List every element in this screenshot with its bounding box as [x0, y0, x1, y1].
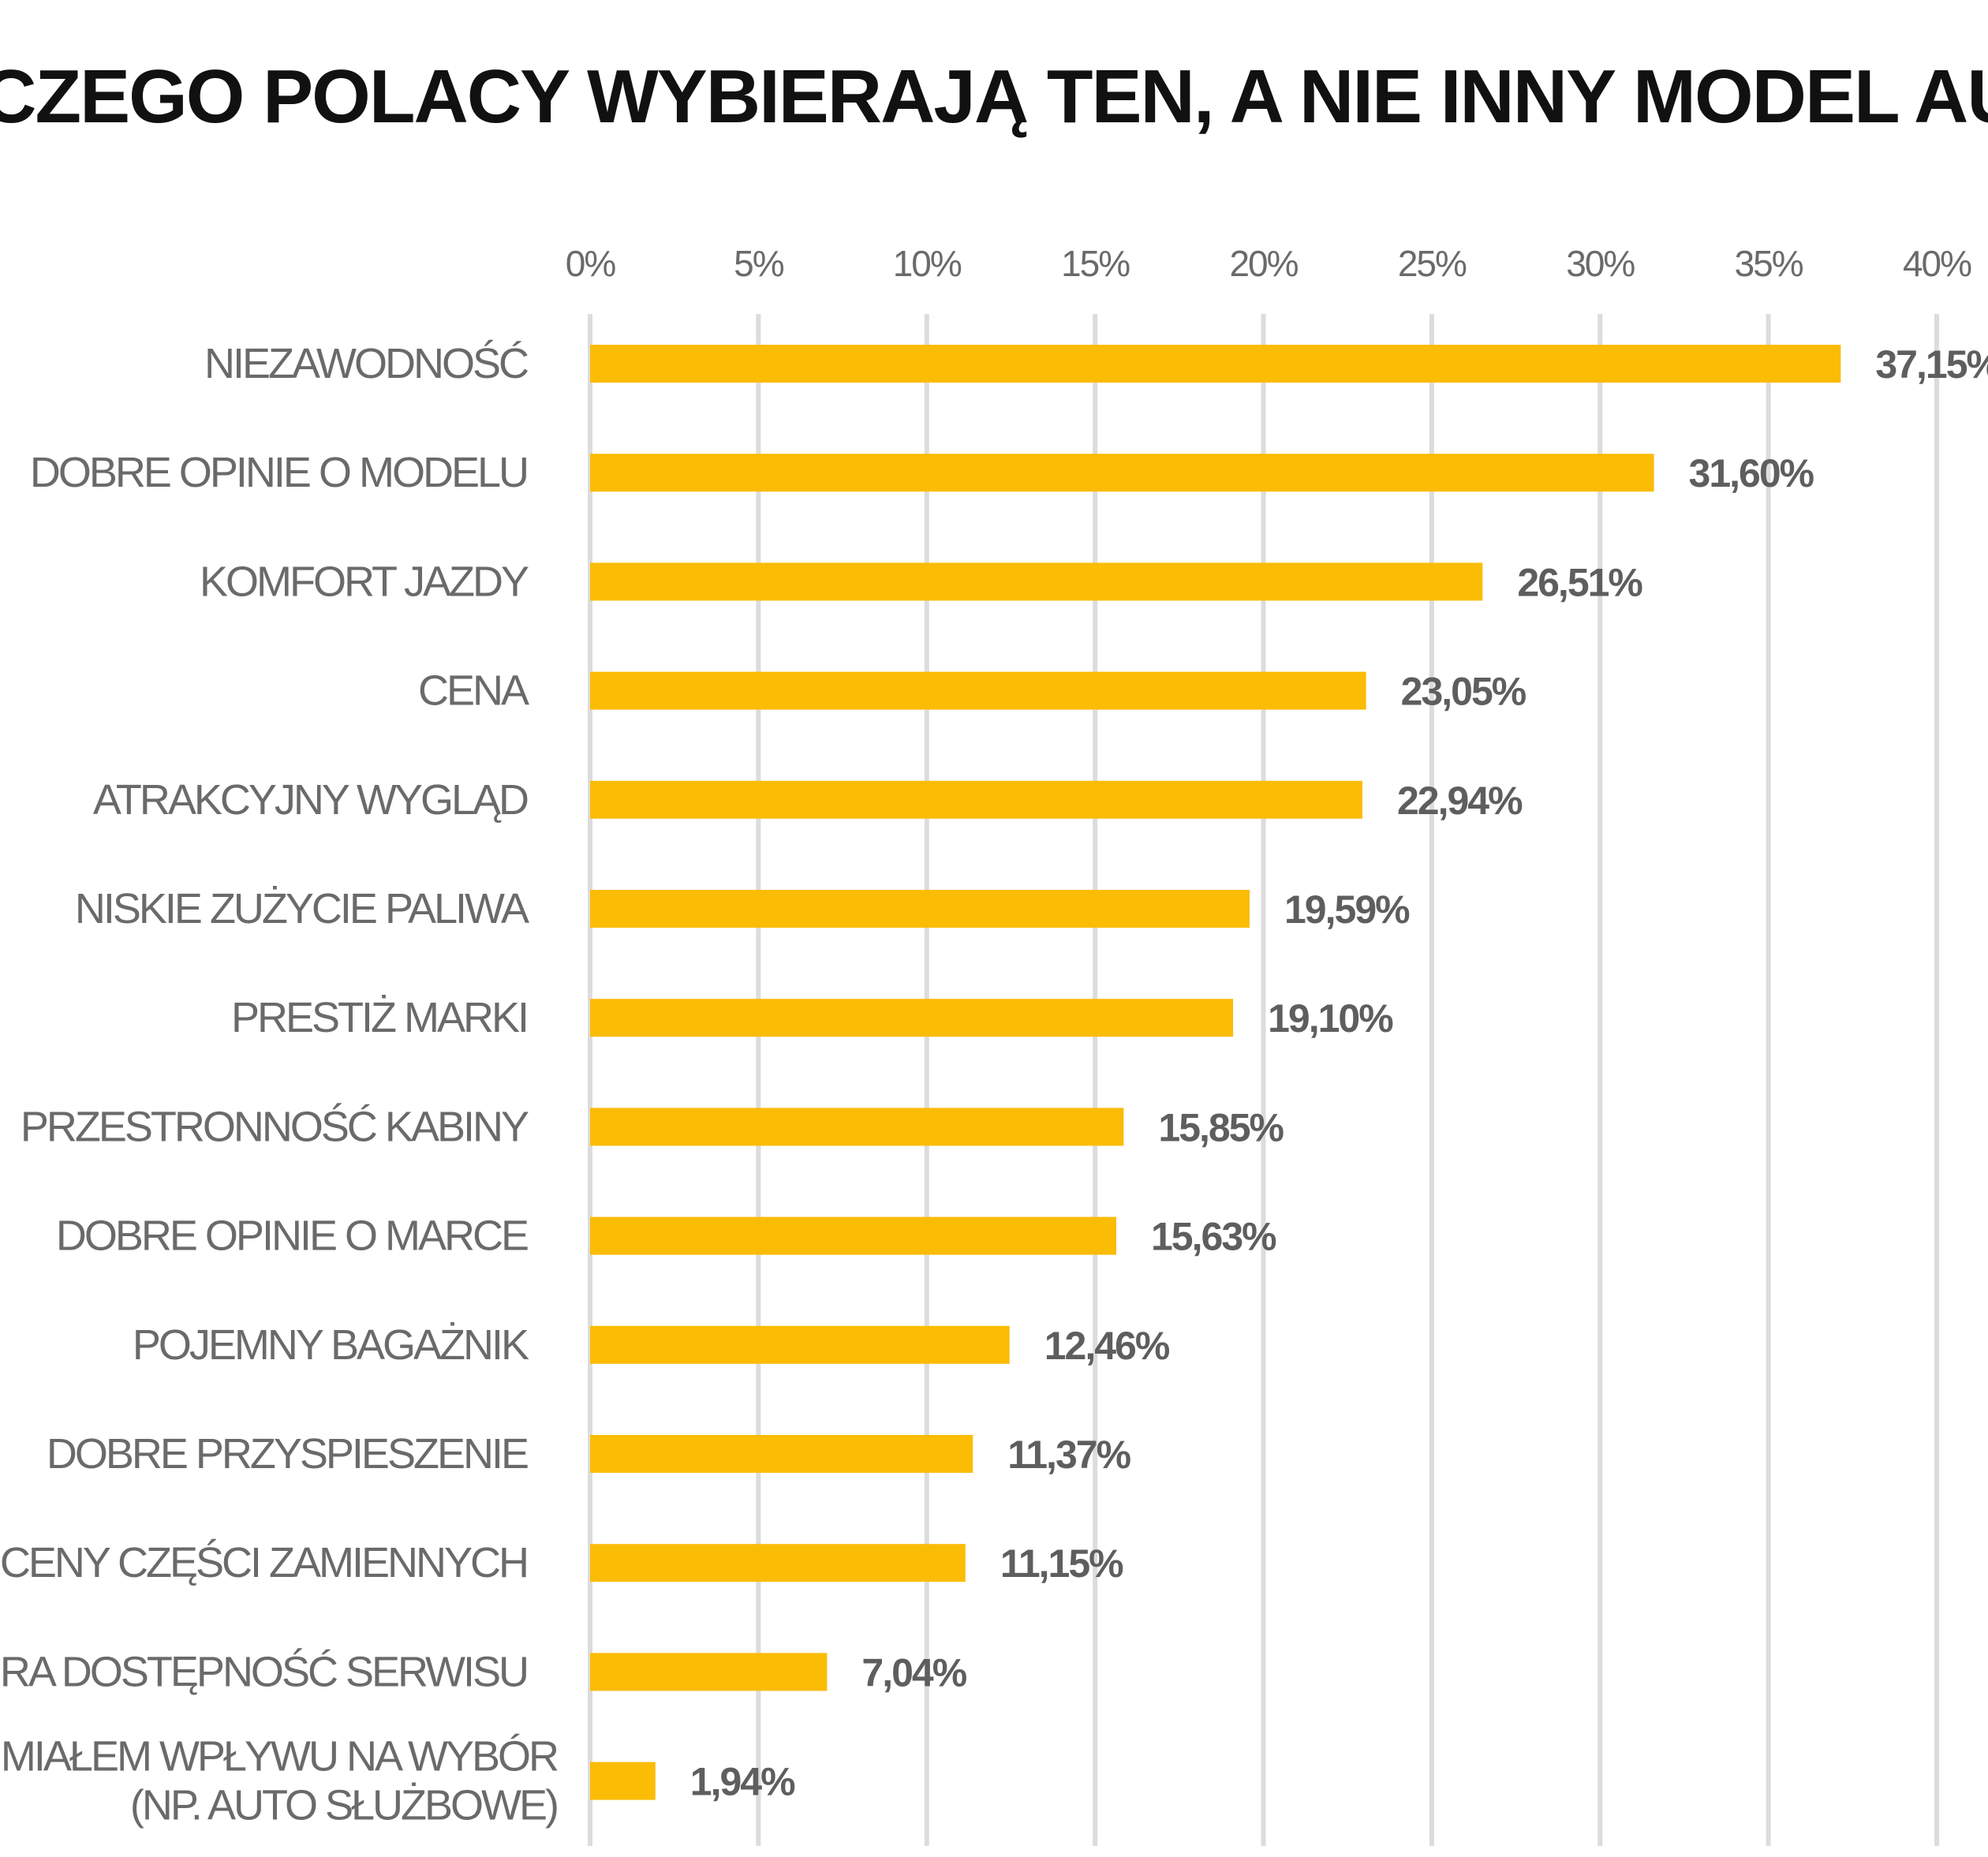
category-label: PRESTIŻ MARKI — [231, 994, 527, 1041]
chart-title: DLACZEGO POLACY WYBIERAJĄ TEN, A NIE INN… — [0, 54, 1988, 139]
x-tick-label: 15% — [1061, 243, 1130, 284]
bar — [590, 1216, 1117, 1255]
bar — [590, 1435, 973, 1473]
x-tick-label: 30% — [1566, 243, 1635, 284]
bar — [590, 1108, 1124, 1146]
bar — [590, 780, 1362, 819]
category-label: POJEMNY BAGAŻNIK — [133, 1321, 529, 1369]
value-labels: 37,15% 31,60% 26,51% 23,05% 22,94% 19,59% 19,1… — [690, 342, 1988, 1804]
category-label: ATRAKCYJNY WYGLĄD — [93, 776, 528, 824]
category-label: NIE MIAŁEM WPŁYWU NA WYBÓR — [0, 1733, 558, 1780]
bar — [590, 345, 1841, 383]
data-label: 15,63% — [1151, 1215, 1276, 1259]
data-label: 1,94% — [690, 1760, 795, 1804]
x-tick-label: 40% — [1903, 243, 1971, 284]
x-tick-label: 20% — [1229, 243, 1298, 284]
data-label: 7,04% — [861, 1650, 966, 1694]
data-label: 19,59% — [1284, 887, 1410, 932]
data-label: 12,46% — [1044, 1324, 1170, 1368]
data-label: 15,85% — [1158, 1105, 1284, 1149]
category-label: NISKIE ZUŻYCIE PALIWA — [75, 885, 529, 932]
data-label: 37,15% — [1875, 342, 1988, 387]
bar — [590, 562, 1483, 601]
x-tick-label: 35% — [1735, 243, 1803, 284]
data-label: 22,94% — [1397, 779, 1523, 823]
bar — [590, 1762, 656, 1800]
data-label: 26,51% — [1517, 560, 1642, 604]
bars — [590, 345, 1841, 1800]
bar — [590, 1544, 966, 1582]
category-label: (NP. AUTO SŁUŻBOWE) — [130, 1782, 557, 1829]
bar — [590, 1325, 1010, 1364]
category-label: PRZESTRONNOŚĆ KABINY — [21, 1102, 529, 1150]
x-tick-label: 25% — [1398, 243, 1467, 284]
category-label: NIEZAWODNOŚĆ — [204, 339, 528, 387]
data-label: 11,37% — [1007, 1433, 1130, 1477]
category-label: NISKIE CENY CZĘŚCI ZAMIENNYCH — [0, 1538, 527, 1586]
category-label: DOBRA DOSTĘPNOŚĆ SERWISU — [0, 1647, 527, 1695]
bar — [590, 671, 1366, 710]
bar — [590, 999, 1234, 1037]
category-label: DOBRE PRZYSPIESZENIE — [47, 1430, 528, 1478]
x-tick-label: 10% — [893, 243, 962, 284]
category-label: KOMFORT JAZDY — [200, 558, 529, 605]
data-label: 23,05% — [1401, 670, 1526, 714]
category-label: DOBRE OPINIE O MARCE — [56, 1212, 528, 1260]
gridlines — [588, 314, 1939, 1846]
bar — [590, 890, 1250, 928]
category-label: CENA — [418, 667, 529, 715]
x-tick-label: 5% — [734, 243, 784, 284]
bar — [590, 1653, 828, 1691]
x-axis-ticks: 0% 5% 10% 15% 20% 25% 30% 35% 40% — [566, 243, 1973, 284]
data-label: 11,15% — [1000, 1541, 1123, 1586]
data-label: 19,10% — [1268, 996, 1393, 1041]
category-labels: NIEZAWODNOŚĆ DOBRE OPINIE O MODELU KOMFORT… — [0, 339, 560, 1829]
data-label: 31,60% — [1689, 451, 1814, 495]
x-tick-label: 0% — [566, 243, 616, 284]
category-label: DOBRE OPINIE O MODELU — [30, 449, 527, 496]
bar — [590, 454, 1654, 492]
